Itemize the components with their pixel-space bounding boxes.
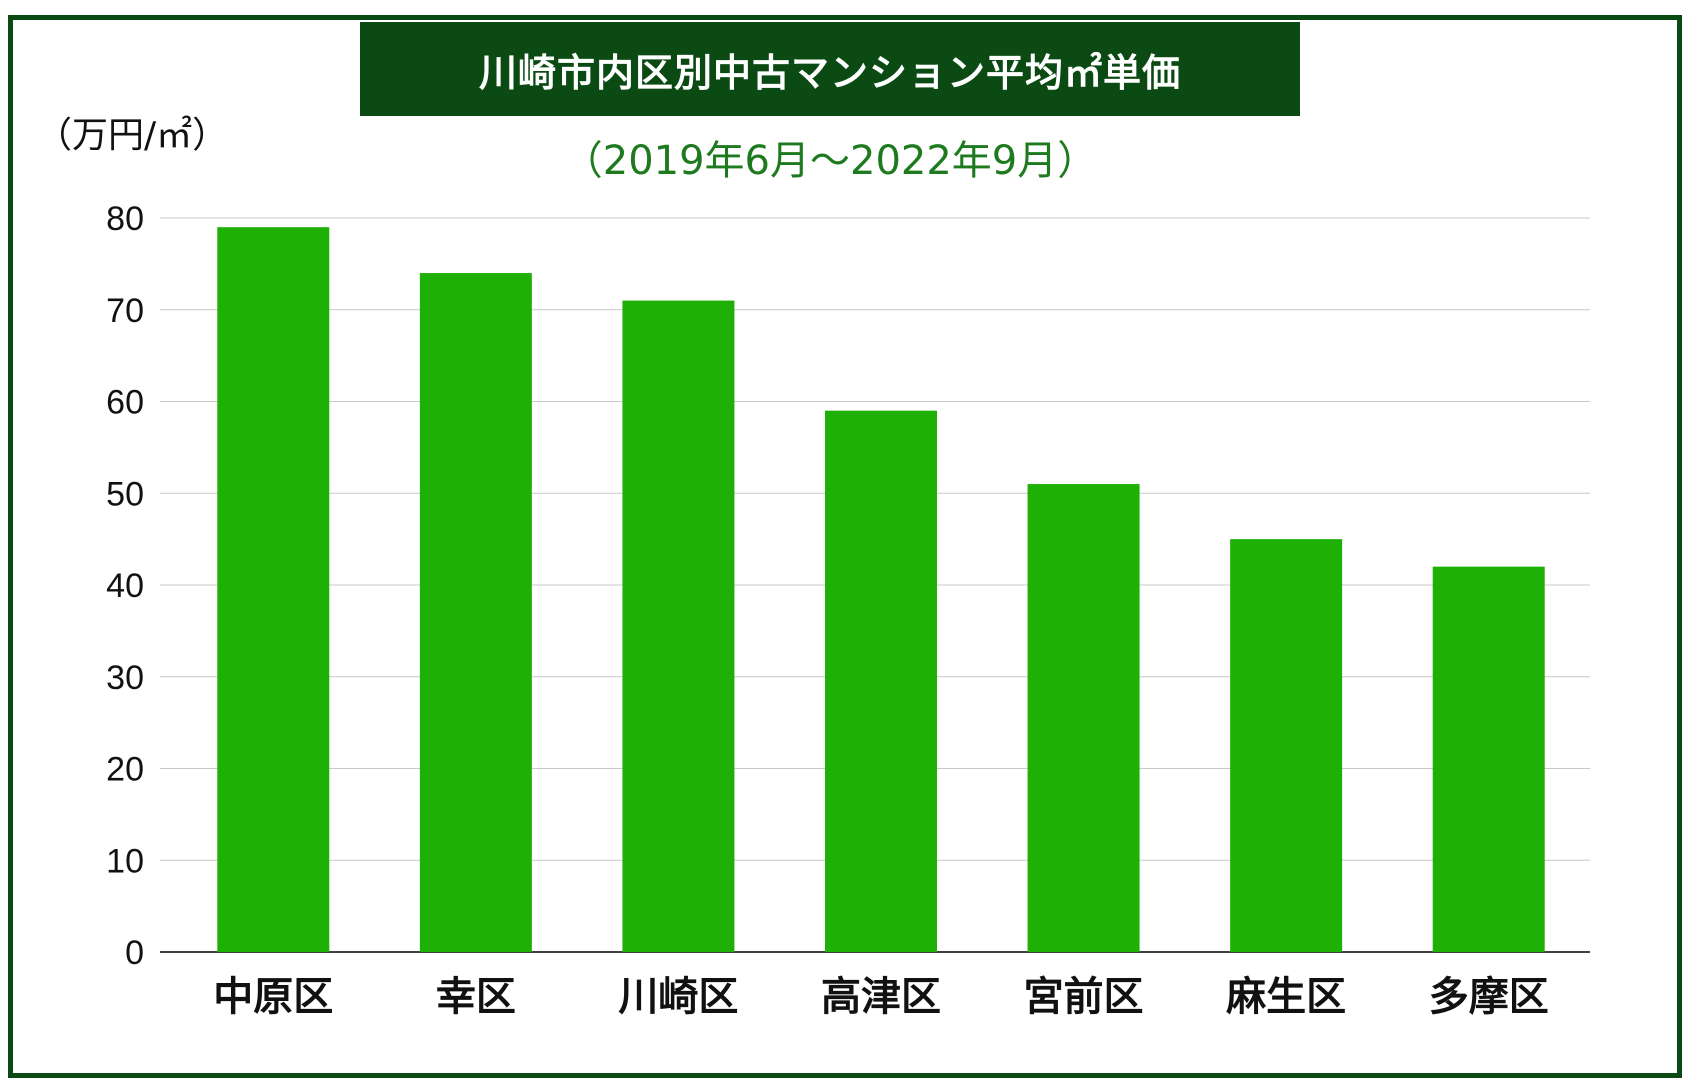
bar <box>419 273 532 952</box>
x-tick-label: 多摩区 <box>1429 974 1549 1020</box>
bar <box>622 300 735 952</box>
bar <box>1027 484 1140 952</box>
x-tick-label: 幸区 <box>436 974 516 1020</box>
chart-title: 川崎市内区別中古マンション平均㎡単価 <box>360 22 1300 116</box>
y-tick-label: 70 <box>106 292 144 330</box>
y-tick-label: 80 <box>106 200 144 238</box>
y-tick-label: 20 <box>106 751 144 789</box>
x-tick-label: 宮前区 <box>1024 974 1144 1020</box>
y-tick-label: 0 <box>125 934 144 972</box>
y-tick-label: 50 <box>106 475 144 513</box>
x-tick-label: 麻生区 <box>1226 974 1346 1020</box>
x-tick-label: 川崎区 <box>618 974 738 1020</box>
y-axis-unit-label: （万円/㎡） <box>36 115 229 156</box>
x-tick-label: 高津区 <box>821 974 941 1020</box>
chart-subtitle: （2019年6月〜2022年9月） <box>562 138 1098 184</box>
y-tick-label: 30 <box>106 659 144 697</box>
y-tick-label: 40 <box>106 567 144 605</box>
y-tick-label: 60 <box>106 384 144 422</box>
bar <box>217 227 330 953</box>
bar <box>825 410 937 952</box>
bar <box>1230 539 1343 952</box>
x-tick-label: 中原区 <box>213 974 333 1020</box>
bar <box>1432 566 1545 952</box>
y-tick-label: 10 <box>106 842 144 880</box>
